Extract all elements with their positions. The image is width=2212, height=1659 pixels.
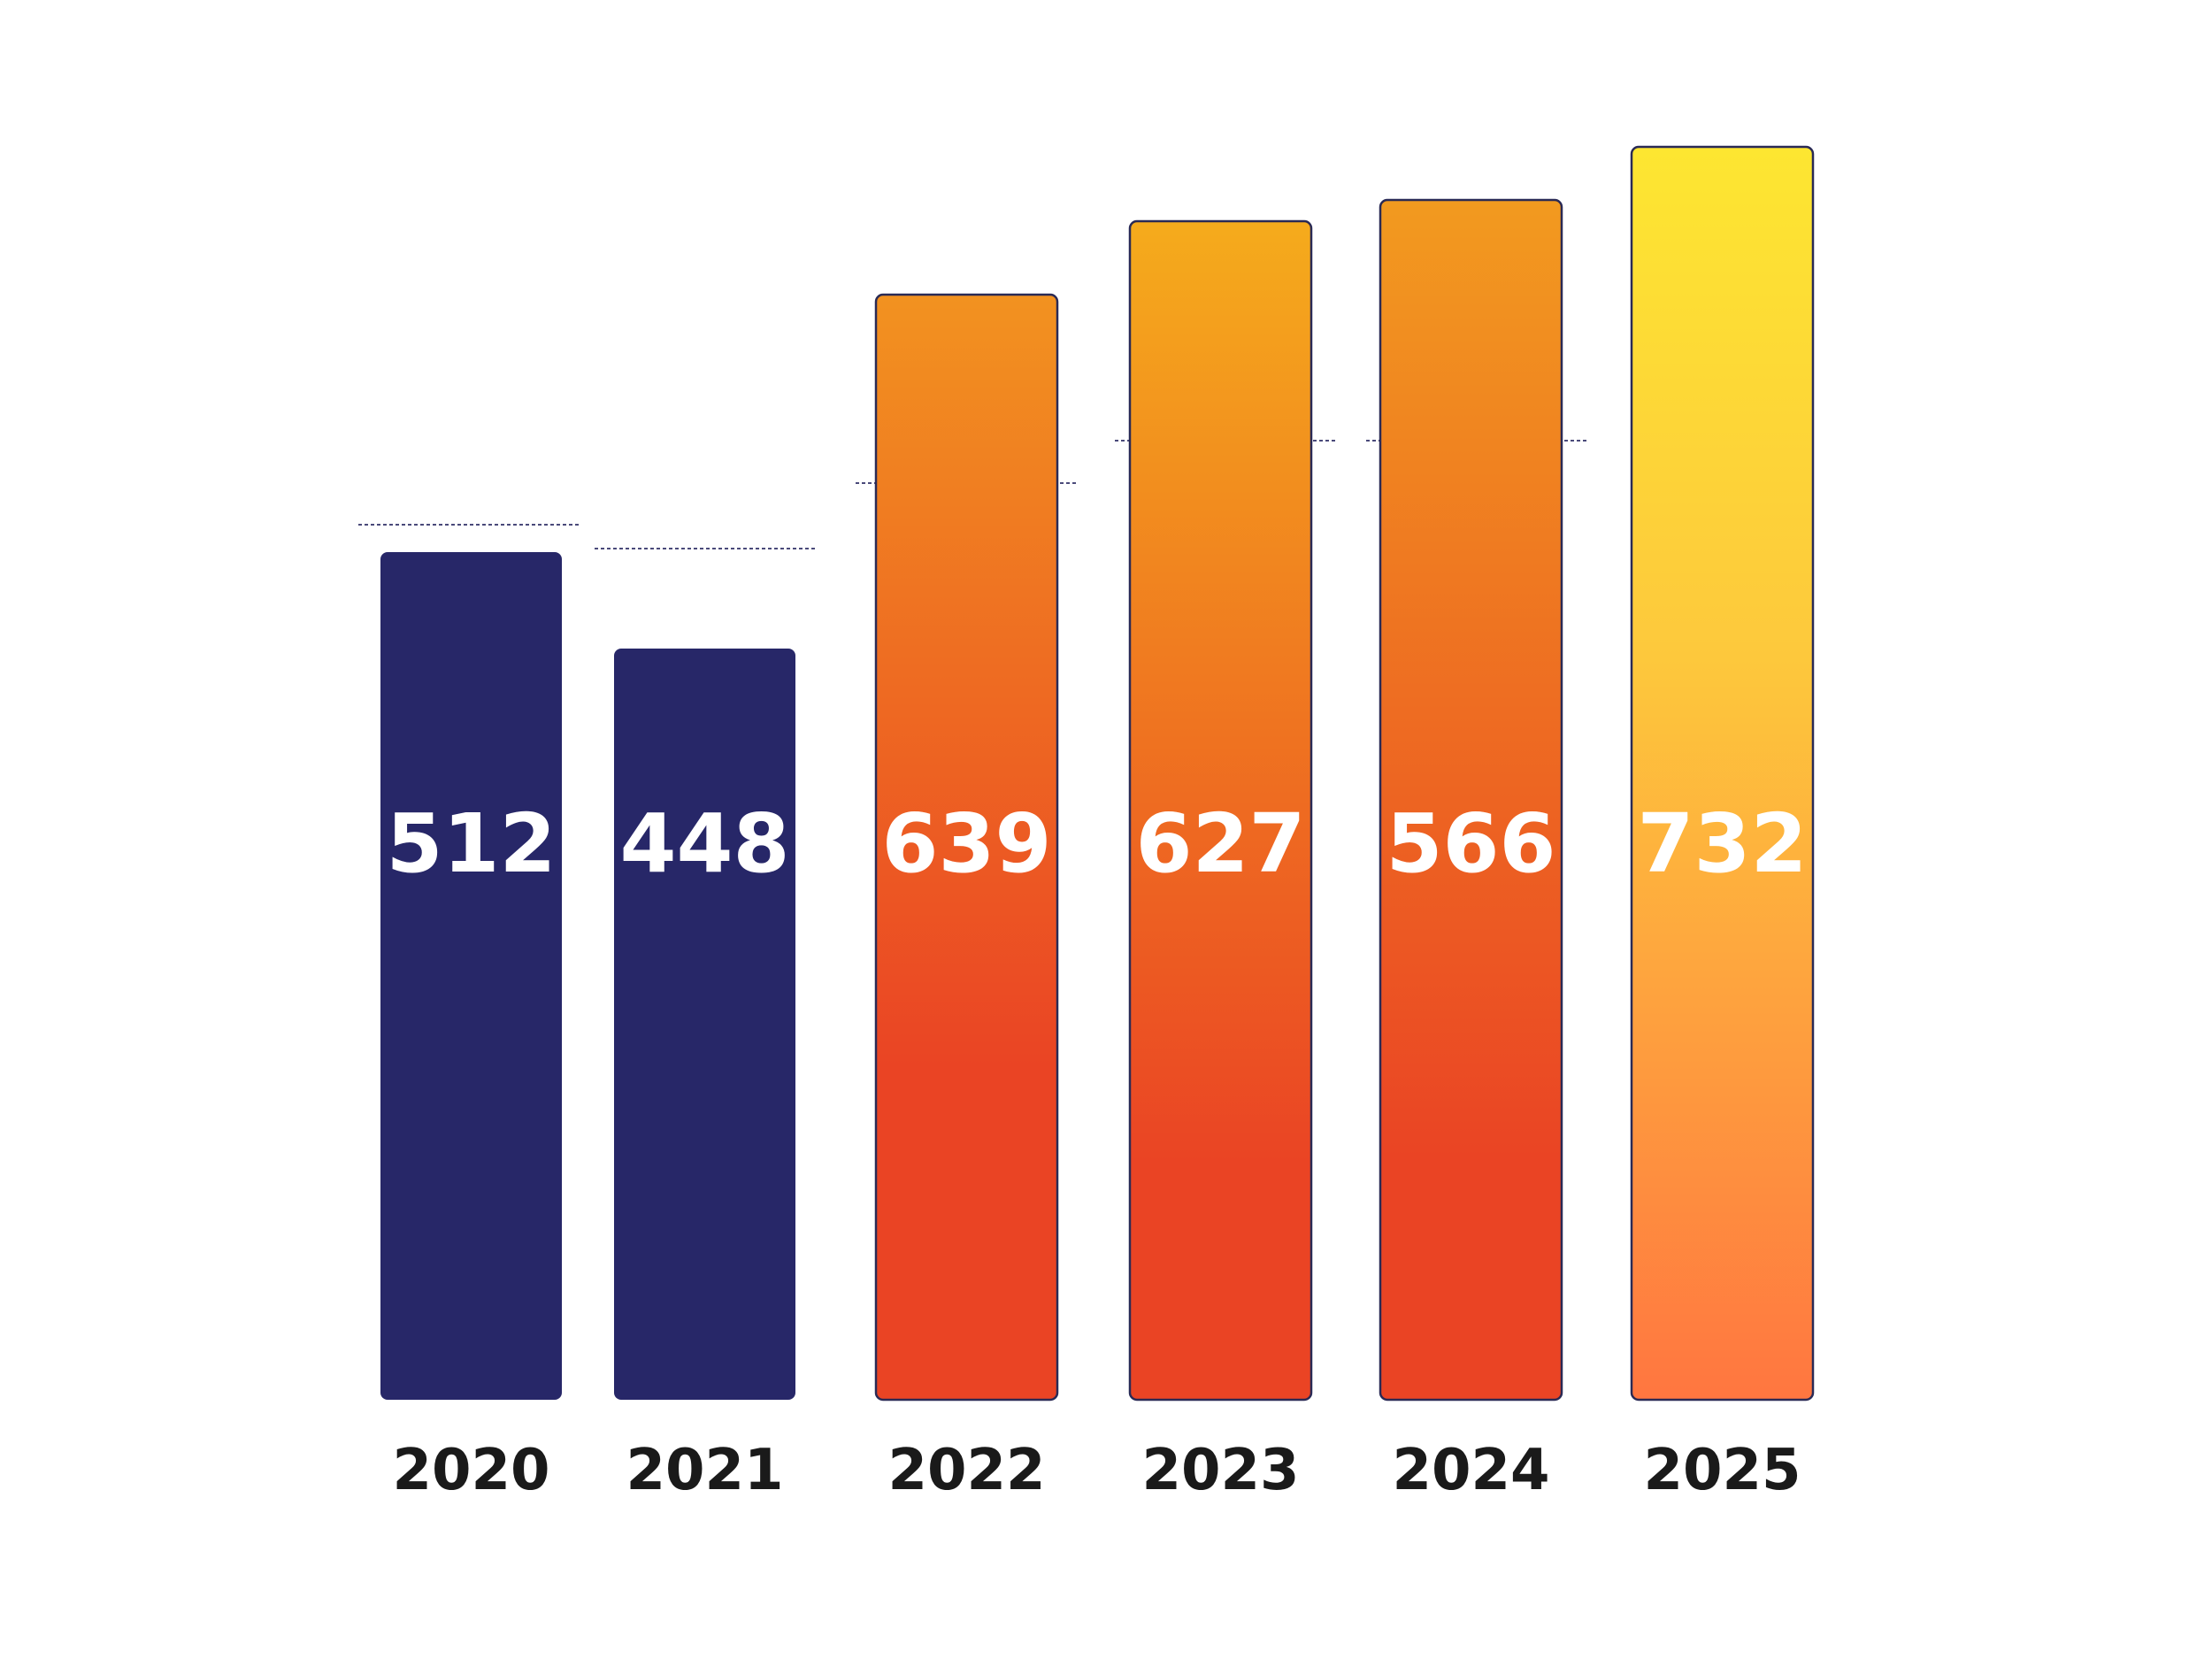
x-tick-2024: 2024 xyxy=(1392,1438,1549,1503)
x-tick-2021: 2021 xyxy=(626,1438,783,1503)
value-label-2020: 512 xyxy=(386,796,556,891)
bar-2022 xyxy=(874,293,1059,1402)
bar-2024 xyxy=(1379,198,1563,1402)
value-labels: 512 448 639 627 566 732 xyxy=(386,796,1807,891)
bar-2025 xyxy=(1630,145,1815,1402)
x-tick-2025: 2025 xyxy=(1643,1438,1801,1503)
x-tick-labels: 2020 2021 2022 2023 2024 2025 xyxy=(392,1438,1801,1503)
x-tick-2020: 2020 xyxy=(392,1438,549,1503)
value-label-2024: 566 xyxy=(1386,796,1555,891)
bar-2023 xyxy=(1128,219,1313,1402)
value-label-2021: 448 xyxy=(619,796,789,891)
bar-2021 xyxy=(614,649,795,1400)
value-label-2023: 627 xyxy=(1135,796,1305,891)
x-tick-2022: 2022 xyxy=(887,1438,1045,1503)
value-label-2025: 732 xyxy=(1637,796,1807,891)
bars xyxy=(380,145,1815,1402)
x-tick-2023: 2023 xyxy=(1141,1438,1299,1503)
bar-2020 xyxy=(380,552,562,1400)
value-label-2022: 639 xyxy=(881,796,1051,891)
